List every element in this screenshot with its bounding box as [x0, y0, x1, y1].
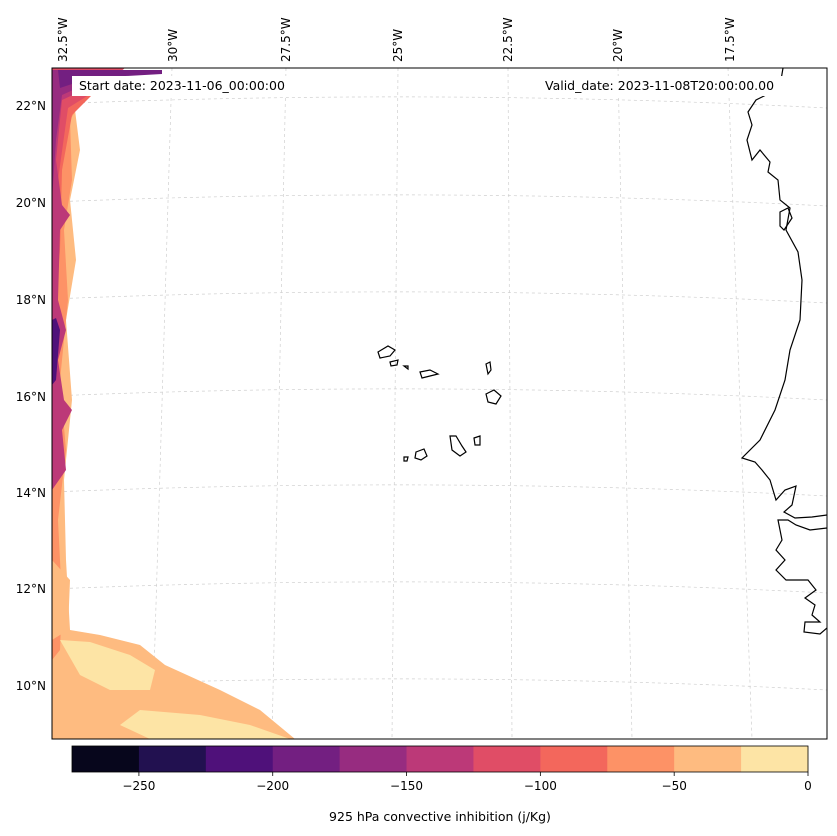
lat-tick-label: 18°N	[16, 293, 46, 307]
cape-verde-santiago	[449, 435, 467, 457]
colorbar-tick-label: 0	[804, 779, 812, 793]
contour-band-magenta	[52, 70, 150, 490]
colorbar	[72, 746, 809, 772]
africa-coastline	[740, 68, 827, 635]
cin-contours	[52, 68, 295, 739]
cape-verde-sal	[485, 361, 492, 376]
lat-tick-labels: 22°N 20°N 18°N 16°N 14°N 12°N 10°N	[16, 99, 46, 693]
contour-band-violet	[58, 70, 162, 88]
colorbar-label: 925 hPa convective inhibition (j/Kg)	[329, 809, 551, 824]
cape-verde-brava	[403, 456, 409, 462]
colorbar-tick-label: −100	[524, 779, 557, 793]
contour-band-deep	[52, 318, 60, 385]
lat-tick-label: 10°N	[16, 679, 46, 693]
cape-verde-boa-vista	[485, 389, 502, 405]
map-background	[52, 68, 827, 739]
lon-tick-labels: 32.5°W 30°W 27.5°W 25°W 22.5°W 20°W 17.5…	[56, 17, 737, 62]
colorbar-cell	[607, 746, 675, 772]
cape-verde-maio	[473, 435, 481, 446]
colorbar-cell	[138, 746, 207, 772]
start-date-text: Start date: 2023-11-06_00:00:00	[79, 78, 285, 93]
valid-date-box	[540, 76, 805, 96]
colorbar-cell	[741, 746, 809, 772]
lon-tick-label: 17.5°W	[723, 17, 737, 62]
colorbar-cell	[339, 746, 408, 772]
lat-tick-label: 22°N	[16, 99, 46, 113]
cape-verde-fogo	[414, 448, 428, 461]
lon-tick-label: 22.5°W	[501, 17, 515, 62]
colorbar-cell	[406, 746, 474, 772]
lat-tick-label: 12°N	[16, 582, 46, 596]
cape-verde-sao-nicolau	[419, 369, 440, 379]
colorbar-frame	[71, 745, 809, 773]
canary-islands	[779, 207, 793, 231]
colorbar-tick-label: −150	[390, 779, 423, 793]
lat-tick-label: 20°N	[16, 196, 46, 210]
contour-band-light	[52, 68, 295, 739]
lat-tick-label: 16°N	[16, 390, 46, 404]
colorbar-cell	[674, 746, 742, 772]
colorbar-tick-label: −200	[256, 779, 289, 793]
contour-band-peach	[52, 560, 70, 640]
colorbar-ticks: −250 −200 −150 −100 −50 0	[122, 772, 812, 793]
lat-tick-label: 14°N	[16, 486, 46, 500]
start-date-box	[72, 76, 310, 96]
map-frame	[51, 67, 828, 740]
colorbar-tick-label: −250	[122, 779, 155, 793]
coastlines	[377, 68, 827, 635]
lon-tick-label: 32.5°W	[56, 17, 70, 62]
lon-tick-label: 25°W	[391, 29, 405, 62]
lon-tick-label: 30°W	[166, 29, 180, 62]
cape-verde-santo-antao	[377, 345, 396, 359]
contour-band-pale	[60, 640, 290, 739]
cape-verde-santa-luzia	[402, 365, 409, 371]
colorbar-cell	[72, 746, 140, 772]
lon-tick-label: 27.5°W	[279, 17, 293, 62]
colorbar-cell	[473, 746, 541, 772]
colorbar-tick-label: −50	[662, 779, 687, 793]
colorbar-cell	[205, 746, 274, 772]
valid-date-text: Valid_date: 2023-11-08T20:00:00.00	[545, 78, 774, 93]
colorbar-cell	[540, 746, 608, 772]
lon-tick-label: 20°W	[611, 29, 625, 62]
cape-verde-sao-vicente	[389, 359, 399, 367]
colorbar-cell	[272, 746, 341, 772]
